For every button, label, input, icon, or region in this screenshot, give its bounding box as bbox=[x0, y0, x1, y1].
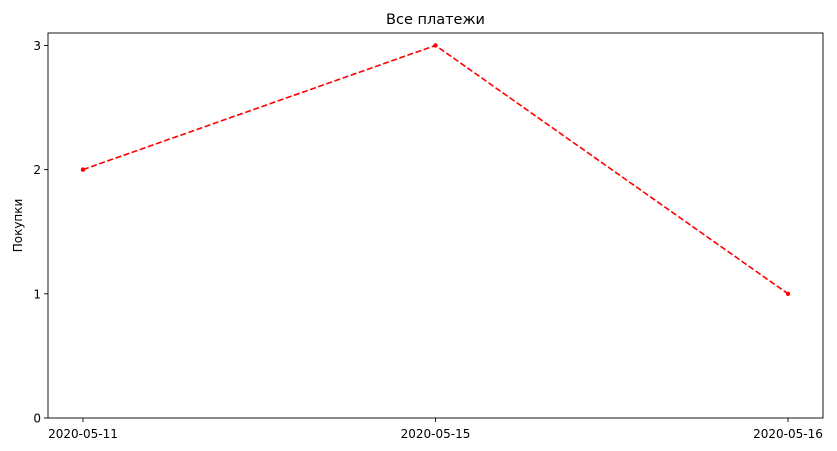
y-tick-label: 1 bbox=[33, 287, 41, 301]
y-tick-label: 0 bbox=[33, 412, 41, 426]
data-point bbox=[433, 43, 438, 48]
chart-title: Все платежи bbox=[386, 12, 485, 28]
y-tick-label: 3 bbox=[33, 39, 41, 53]
x-axis: 2020-05-11 2020-05-15 2020-05-16 bbox=[48, 418, 823, 441]
series-layer bbox=[80, 43, 791, 297]
x-tick-label: 2020-05-15 bbox=[401, 427, 471, 441]
plot-area bbox=[48, 33, 823, 418]
x-tick-label: 2020-05-11 bbox=[48, 427, 118, 441]
y-axis: 0 1 2 3 bbox=[33, 39, 48, 426]
y-tick-label: 2 bbox=[33, 163, 41, 177]
x-tick-label: 2020-05-16 bbox=[753, 427, 823, 441]
data-point bbox=[80, 167, 86, 172]
data-point bbox=[785, 291, 791, 297]
y-axis-title: Покупки bbox=[11, 199, 25, 253]
plot-frame bbox=[47, 32, 824, 419]
